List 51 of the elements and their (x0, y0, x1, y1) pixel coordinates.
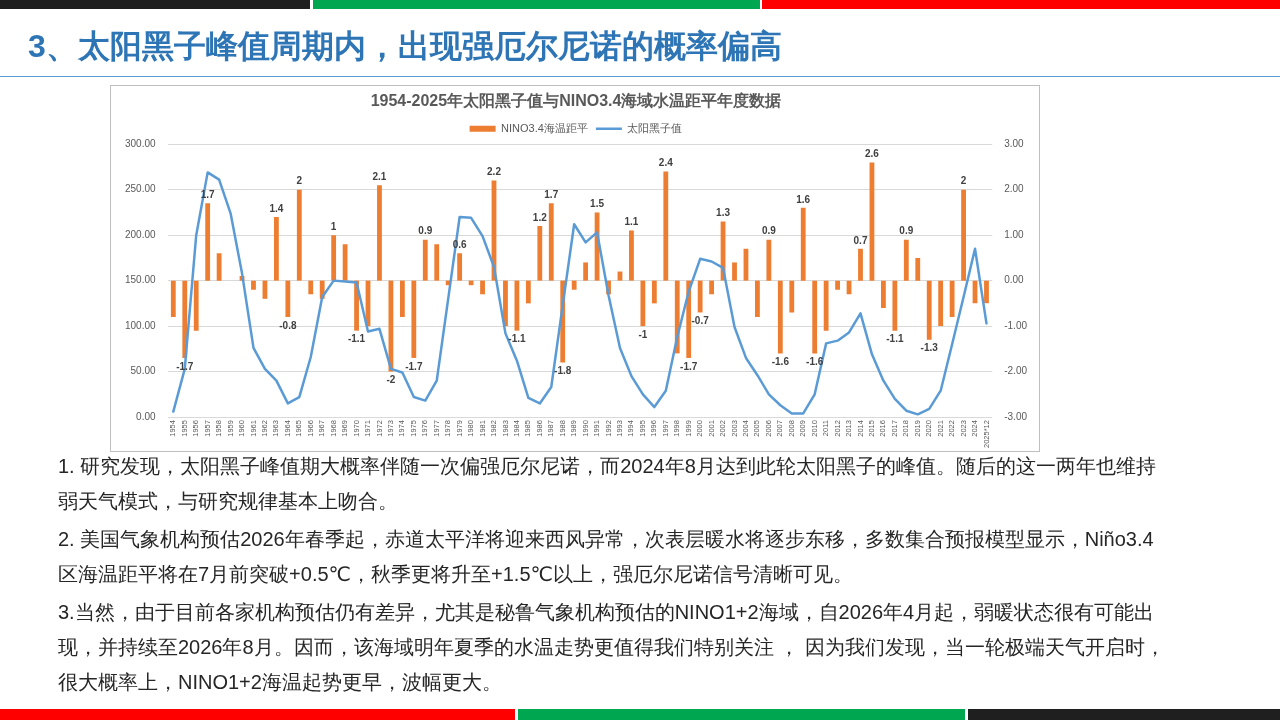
y2-tick-label: -3.00 (1004, 410, 1028, 422)
y-tick-label: 150.00 (124, 274, 157, 286)
data-label: 0.9 (418, 225, 433, 237)
data-label: 2.1 (372, 170, 387, 182)
data-label: -1.1 (886, 333, 904, 345)
data-label: 2 (960, 175, 967, 187)
data-label: -1.1 (508, 333, 526, 345)
data-label: 0.9 (899, 225, 914, 237)
data-label: -2 (386, 374, 396, 386)
data-label: 1.5 (590, 198, 605, 210)
y-tick-label: 200.00 (124, 228, 157, 240)
chart-title: 3、太阳黑子峰值周期内，出现强厄尔尼诺的概率偏高 (28, 28, 782, 64)
data-label: -1.3 (920, 342, 939, 354)
data-label: 2 (296, 175, 303, 187)
y-tick-label: 50.00 (130, 365, 157, 377)
data-label: -1.8 (554, 365, 572, 377)
legend-label: NINO3.4海温距平 (501, 121, 588, 134)
data-label: -1 (638, 328, 648, 340)
legend-label: 太阳黑子值 (627, 121, 683, 134)
data-label: 2.2 (487, 166, 502, 178)
data-label: 1.2 (532, 211, 548, 223)
text: 1. 研究发现，太阳黑子峰值期大概率伴随一次偏强厄尔尼诺，而2024年8月达到此轮太阳黑子的峰值。随后的这一两年也维持弱天气模式，与研究规律基本上吻合。 (58, 454, 1157, 514)
data-label: 1.4 (269, 202, 284, 214)
y-tick-label: 100.00 (124, 319, 157, 331)
data-label: -1.7 (405, 360, 423, 372)
y2-tick-label: 0.00 (1004, 274, 1025, 286)
data-label: -0.8 (279, 319, 297, 331)
y2-tick-label: -1.00 (1004, 319, 1028, 331)
data-label: -1.1 (347, 333, 366, 345)
data-label: -0.7 (691, 315, 710, 327)
data-label: 2.4 (658, 157, 674, 169)
data-label: -1.6 (771, 356, 790, 368)
text: 2. 美国气象机构预估2026年春季起，赤道太平洋将迎来西风异常，次表层暖水将逐步东移，多数集合预报模型显示，Niño3.4区海温距平将在7月前突破+0.5℃，秋季更将升至+1.5℃以上，强厄尔尼诺信号清晰可见。 (58, 527, 1155, 587)
data-label: 2.6 (865, 148, 880, 160)
y-tick-label: 300.00 (124, 137, 157, 149)
y-tick-label: 0.00 (136, 410, 157, 422)
text: 3.当然，由于目前各家机构预估仍有差异，尤其是秘鲁气象机构预估的NINO1+2海域，自2026年4月起，弱暖状态很有可能出现，并持续至2026年8月。因而，该海域明年夏季的水温走势更值得我们特别关注 ， 因为我们发现，当一轮极端天气开启时，很大概率上，NINO1+2海温起势更早，波幅更大。 (58, 600, 1166, 695)
data-label: 1 (330, 220, 337, 232)
chart-subtitle: 1954-2025年太阳黑子值与NINO3.4海域水温距平年度数据 (370, 91, 782, 110)
data-label: 1.1 (624, 216, 639, 228)
y-tick-label: 250.00 (124, 183, 157, 195)
data-label: -1.7 (680, 360, 698, 372)
data-label: 0.9 (761, 225, 777, 237)
y2-tick-label: 3.00 (1004, 137, 1025, 149)
y2-tick-label: 1.00 (1004, 228, 1025, 240)
data-label: 0.7 (853, 234, 868, 246)
y2-tick-label: -2.00 (1004, 365, 1028, 377)
y2-tick-label: 2.00 (1004, 183, 1025, 195)
data-label: 1.6 (796, 193, 811, 205)
data-label: 1.3 (716, 207, 731, 219)
data-label: 1.7 (544, 189, 559, 201)
